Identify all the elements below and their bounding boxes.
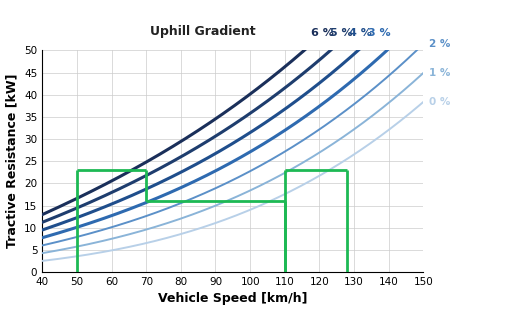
Text: Uphill Gradient: Uphill Gradient [150,25,256,38]
Y-axis label: Tractive Resistance [kW]: Tractive Resistance [kW] [6,74,18,248]
Text: 6 %: 6 % [311,28,334,38]
Text: 0 %: 0 % [429,97,450,107]
Text: 5 %: 5 % [330,28,353,38]
Text: 1 %: 1 % [429,68,450,78]
Text: 4 %: 4 % [349,28,372,38]
Text: 2 %: 2 % [429,39,450,49]
X-axis label: Vehicle Speed [km/h]: Vehicle Speed [km/h] [158,292,308,305]
Text: 3 %: 3 % [368,28,391,38]
